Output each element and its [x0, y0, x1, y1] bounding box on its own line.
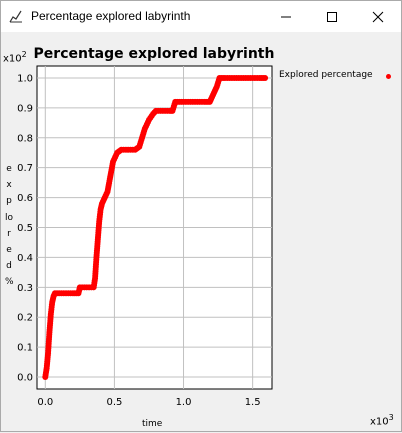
- y-tick-label: 0.0: [17, 373, 33, 384]
- title-bar[interactable]: Percentage explored labyrinth: [1, 1, 401, 32]
- y-tick-label: 1.0: [17, 73, 33, 84]
- x-tick-label: 1.0: [176, 397, 192, 408]
- data-points: [42, 74, 269, 381]
- x-multiplier: x103: [370, 413, 394, 428]
- y-tick-label: 0.5: [17, 223, 33, 234]
- grid-lines: [37, 66, 272, 389]
- close-button[interactable]: [355, 1, 401, 32]
- maximize-icon: [327, 11, 337, 22]
- y-ticks: 0.0 0.1 0.2 0.3 0.4 0.5 0.6 0.7 0.8 0.9 1.0: [17, 73, 33, 383]
- minimize-icon: [281, 16, 291, 17]
- chart-title: Percentage explored labyrinth: [33, 46, 275, 62]
- minimize-button[interactable]: [263, 1, 309, 32]
- y-tick-label: 0.9: [17, 103, 33, 114]
- y-tick-label: 0.7: [17, 163, 33, 174]
- y-tick-label: 0.6: [17, 193, 33, 204]
- y-tick-label: 0.3: [17, 283, 33, 294]
- x-axis-label: time: [142, 419, 163, 429]
- close-icon: [372, 11, 384, 22]
- legend-marker: [386, 74, 391, 79]
- window-title: Percentage explored labyrinth: [31, 9, 191, 23]
- legend-label: Explored percentage: [279, 70, 373, 80]
- y-tick-label: 0.4: [17, 253, 33, 264]
- maximize-button[interactable]: [309, 1, 355, 32]
- y-tick-label: 0.8: [17, 133, 33, 144]
- data-point: [262, 74, 269, 81]
- x-tick-label: 1.5: [245, 397, 261, 408]
- y-tick-label: 0.1: [17, 343, 33, 354]
- y-tick-label: 0.2: [17, 313, 33, 324]
- y-axis-label: explored %: [5, 164, 14, 288]
- x-tick-label: 0.5: [106, 397, 122, 408]
- x-tick-label: 0.0: [37, 397, 53, 408]
- chart-app-icon: [9, 10, 22, 23]
- x-ticks: 0.0 0.5 1.0 1.5: [37, 397, 260, 408]
- y-multiplier: x102: [3, 50, 27, 65]
